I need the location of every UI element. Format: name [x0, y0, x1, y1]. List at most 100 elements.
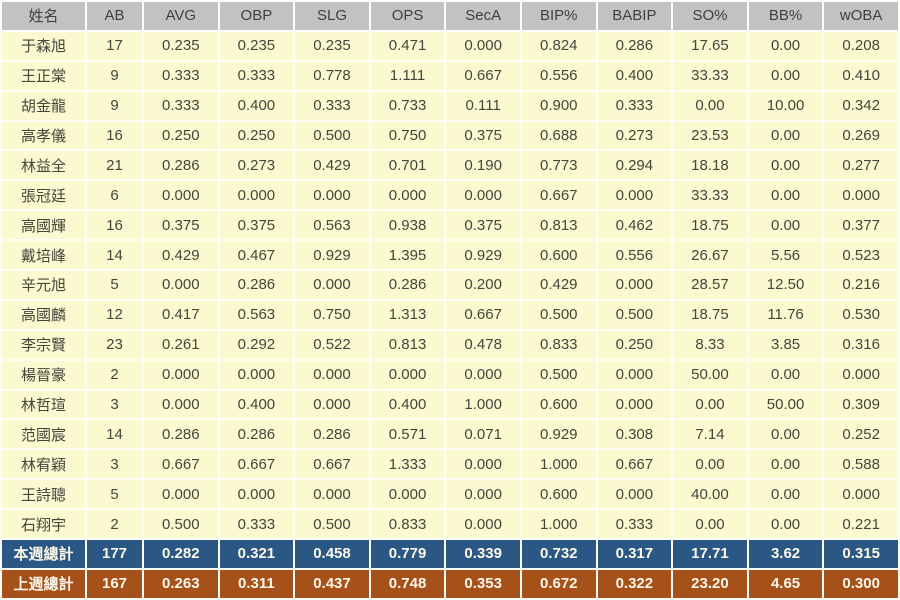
- stat-cell: 1.395: [368, 239, 447, 272]
- summary-stat-cell: 0.732: [519, 538, 598, 570]
- stat-cell: 0.000: [217, 358, 296, 391]
- stat-cell: 0.00: [746, 418, 825, 451]
- stat-cell: 0.286: [217, 269, 296, 301]
- stat-cell: 0.333: [217, 508, 296, 541]
- stat-cell: 1.333: [368, 448, 447, 481]
- player-name-cell: 戴培峰: [0, 239, 87, 272]
- stat-cell: 0.000: [444, 29, 522, 62]
- summary-stat-cell: 3.62: [746, 538, 825, 570]
- stat-cell: 0.522: [293, 328, 371, 361]
- stat-cell: 0.400: [217, 89, 296, 122]
- table-row: 于森旭 17 0.235 0.235 0.235 0.471 0.000 0.824 0.286…: [0, 29, 900, 62]
- stat-cell: 11.76: [746, 298, 825, 331]
- stat-cell: 0.400: [595, 59, 674, 92]
- previous-week-total-row: 上週總計 167 0.263 0.311 0.437 0.748 0.353 0.672 0.3…: [0, 567, 900, 600]
- summary-stat-cell: 0.748: [368, 567, 447, 600]
- summary-stat-cell: 4.65: [746, 567, 825, 600]
- stat-cell: 0.000: [595, 179, 674, 212]
- stat-cell: 0.833: [519, 328, 598, 361]
- stat-cell: 0.813: [519, 209, 598, 242]
- player-name-cell: 林哲瑄: [0, 388, 87, 421]
- stat-cell: 0.111: [444, 89, 522, 122]
- stat-cell: 0.235: [142, 29, 220, 62]
- stat-cell: 0.00: [671, 508, 749, 541]
- stat-cell: 7.14: [671, 418, 749, 451]
- stat-cell: 0.375: [217, 209, 296, 242]
- stat-cell: 0.667: [217, 448, 296, 481]
- stat-cell: 23: [85, 328, 144, 361]
- stat-cell: 0.286: [142, 418, 220, 451]
- stat-cell: 0.277: [822, 149, 900, 182]
- column-header: BABIP: [595, 0, 674, 32]
- stat-cell: 0.221: [822, 508, 900, 541]
- table-row: 石翔宇 2 0.500 0.333 0.500 0.833 0.000 1.000 0.333 0…: [0, 508, 900, 541]
- stat-cell: 0.600: [519, 239, 598, 272]
- stat-cell: 0.000: [368, 478, 447, 511]
- column-header: BIP%: [519, 0, 598, 32]
- stat-cell: 0.530: [822, 298, 900, 331]
- summary-stat-cell: 177: [85, 538, 144, 570]
- stat-cell: 0.000: [822, 478, 900, 511]
- summary-stat-cell: 0.458: [293, 538, 371, 570]
- summary-stat-cell: 0.322: [595, 567, 674, 600]
- stat-cell: 0.000: [595, 358, 674, 391]
- stat-cell: 0.750: [368, 119, 447, 152]
- column-header: 姓名: [0, 0, 87, 32]
- stat-cell: 0.500: [595, 298, 674, 331]
- stat-cell: 0.667: [519, 179, 598, 212]
- stat-cell: 6: [85, 179, 144, 212]
- summary-stat-cell: 0.672: [519, 567, 598, 600]
- stat-cell: 0.400: [368, 388, 447, 421]
- player-name-cell: 王詩聰: [0, 478, 87, 511]
- stat-cell: 0.000: [142, 179, 220, 212]
- summary-stat-cell: 17.71: [671, 538, 749, 570]
- stat-cell: 0.824: [519, 29, 598, 62]
- stat-cell: 0.342: [822, 89, 900, 122]
- stat-cell: 0.563: [217, 298, 296, 331]
- stat-cell: 0.929: [293, 239, 371, 272]
- stat-cell: 0.429: [142, 239, 220, 272]
- stat-cell: 0.273: [595, 119, 674, 152]
- table-row: 王詩聰 5 0.000 0.000 0.000 0.000 0.000 0.600 0.000 4…: [0, 478, 900, 511]
- stat-cell: 0.701: [368, 149, 447, 182]
- stat-cell: 0.235: [217, 29, 296, 62]
- stat-cell: 0.000: [595, 269, 674, 301]
- stat-cell: 0.00: [746, 448, 825, 481]
- stat-cell: 0.375: [444, 209, 522, 242]
- stat-cell: 0.377: [822, 209, 900, 242]
- stat-cell: 0.929: [444, 239, 522, 272]
- stat-cell: 3.85: [746, 328, 825, 361]
- stat-cell: 0.410: [822, 59, 900, 92]
- stat-cell: 0.273: [217, 149, 296, 182]
- summary-stat-cell: 0.282: [142, 538, 220, 570]
- stat-cell: 0.286: [293, 418, 371, 451]
- summary-stat-cell: 0.779: [368, 538, 447, 570]
- stat-cell: 0.286: [595, 29, 674, 62]
- stat-cell: 0.733: [368, 89, 447, 122]
- stat-cell: 0.200: [444, 269, 522, 301]
- stat-cell: 0.309: [822, 388, 900, 421]
- stat-cell: 0.773: [519, 149, 598, 182]
- stat-cell: 0.833: [368, 508, 447, 541]
- stat-cell: 0.000: [368, 358, 447, 391]
- stat-cell: 0.00: [671, 448, 749, 481]
- stat-cell: 0.308: [595, 418, 674, 451]
- stat-cell: 16: [85, 119, 144, 152]
- column-header: wOBA: [822, 0, 900, 32]
- stat-cell: 18.18: [671, 149, 749, 182]
- stat-cell: 9: [85, 59, 144, 92]
- table-row: 范國宸 14 0.286 0.286 0.286 0.571 0.071 0.929 0.308…: [0, 418, 900, 451]
- stat-cell: 2: [85, 508, 144, 541]
- stat-cell: 0.269: [822, 119, 900, 152]
- stat-cell: 1.313: [368, 298, 447, 331]
- stat-cell: 0.667: [444, 298, 522, 331]
- stat-cell: 0.000: [444, 478, 522, 511]
- stat-cell: 5.56: [746, 239, 825, 272]
- stat-cell: 12.50: [746, 269, 825, 301]
- stat-cell: 0.462: [595, 209, 674, 242]
- player-name-cell: 高國麟: [0, 298, 87, 331]
- stat-cell: 0.286: [368, 269, 447, 301]
- stat-cell: 3: [85, 448, 144, 481]
- table-row: 楊晉豪 2 0.000 0.000 0.000 0.000 0.000 0.500 0.000 5…: [0, 358, 900, 391]
- stat-cell: 0.000: [595, 388, 674, 421]
